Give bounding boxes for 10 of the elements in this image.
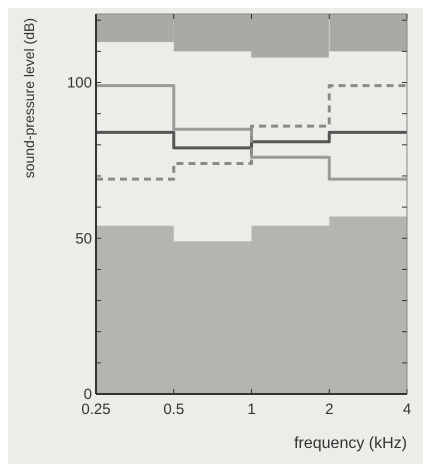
- x-tick-label: 0.25: [81, 401, 111, 418]
- x-tick-label: 2: [325, 401, 334, 418]
- y-axis-title: sound-pressure level (dB): [21, 18, 37, 178]
- y-tick-label: 0: [84, 386, 92, 403]
- x-axis-title: frequency (kHz): [294, 435, 407, 452]
- x-tick-label: 4: [402, 401, 412, 418]
- y-tick-label: 50: [75, 230, 92, 248]
- y-tick-label: 100: [66, 74, 92, 92]
- x-tick-label: 1: [247, 401, 256, 418]
- x-tick-label: 0.5: [163, 401, 184, 418]
